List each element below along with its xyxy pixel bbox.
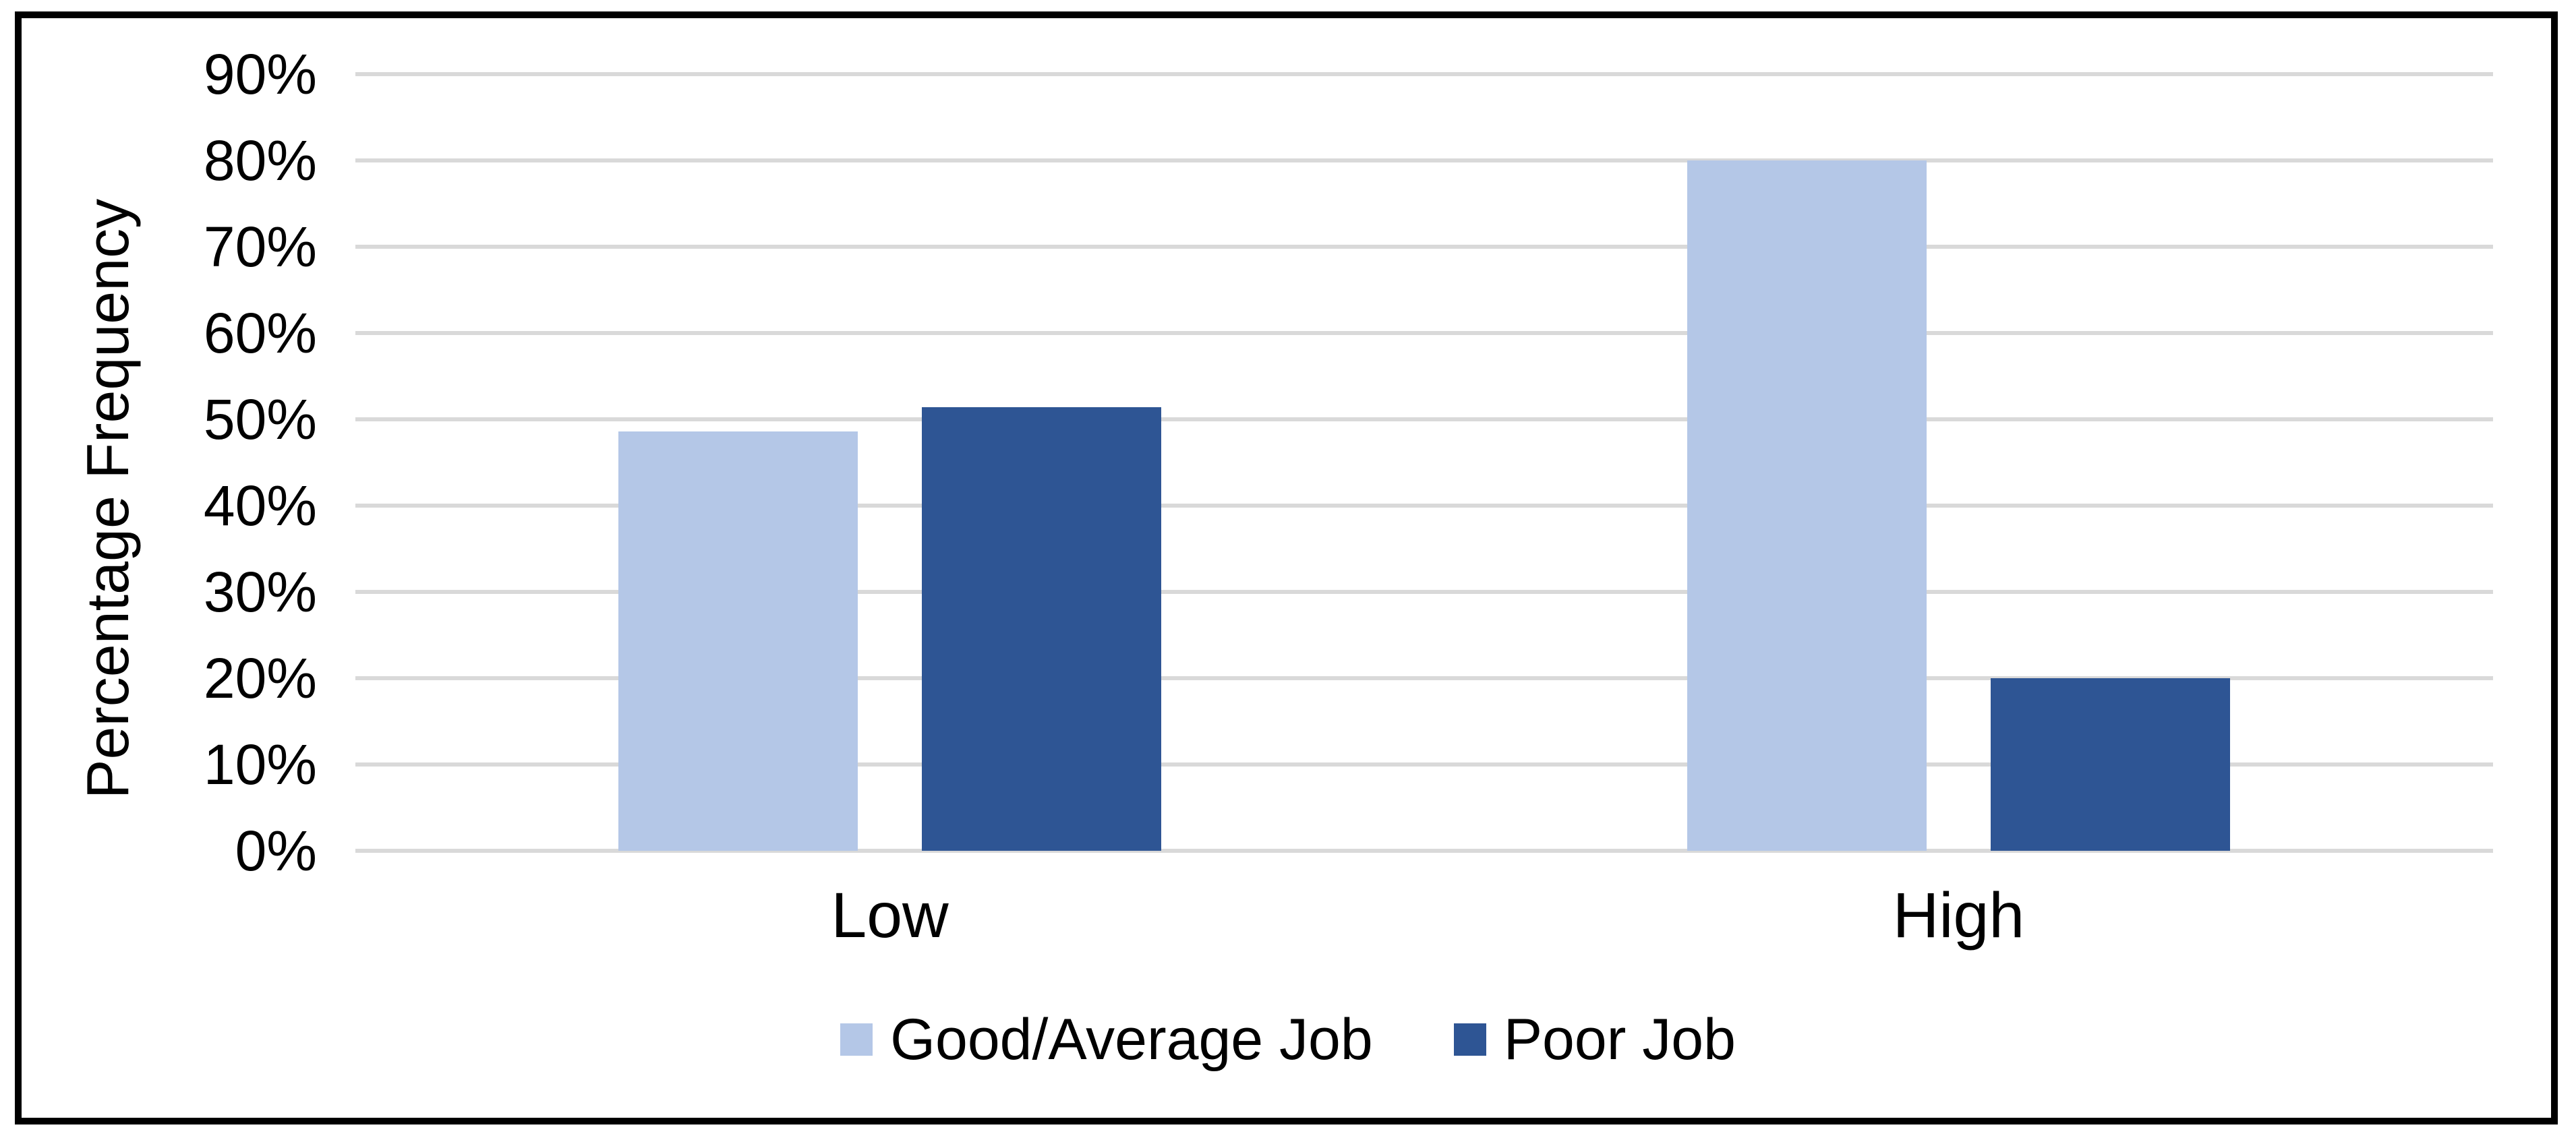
y-tick-label: 50% [203, 388, 317, 451]
plot-area [355, 72, 2493, 853]
y-tick-label: 0% [235, 819, 317, 882]
gridline [355, 849, 2493, 853]
legend-item: Good/Average Job [840, 1006, 1373, 1073]
bar-good-average-job-low [618, 431, 858, 851]
chart-border [15, 11, 2558, 1124]
legend-swatch-icon [1453, 1023, 1486, 1056]
y-tick-label: 20% [203, 647, 317, 710]
legend-swatch-icon [840, 1023, 873, 1056]
legend-label: Good/Average Job [890, 1007, 1373, 1072]
y-axis-tick-labels: 90% 80% 70% 60% 50% 40% 30% 20% 10% 0% [0, 0, 317, 1140]
gridline [355, 762, 2493, 767]
legend-item: Poor Job [1453, 1006, 1736, 1073]
x-category-label: High [1892, 880, 2025, 951]
gridline [355, 417, 2493, 421]
bar-poor-job-high [1991, 678, 2230, 851]
y-tick-label: 80% [203, 129, 317, 192]
gridline [355, 331, 2493, 335]
y-tick-label: 90% [203, 42, 317, 106]
gridline [355, 590, 2493, 594]
y-tick-label: 40% [203, 474, 317, 537]
y-tick-label: 10% [203, 733, 317, 796]
y-tick-label: 60% [203, 301, 317, 365]
legend: Good/Average Job Poor Job [0, 1006, 2576, 1073]
gridline [355, 245, 2493, 249]
x-axis-labels: Low High [355, 882, 2493, 949]
bar-poor-job-low [922, 407, 1161, 851]
gridline [355, 158, 2493, 162]
gridline [355, 72, 2493, 76]
x-category-label: Low [831, 880, 949, 951]
bar-good-average-job-high [1687, 160, 1927, 851]
gridline [355, 504, 2493, 508]
y-tick-label: 70% [203, 215, 317, 278]
gridline [355, 676, 2493, 680]
legend-label: Poor Job [1503, 1007, 1736, 1072]
y-tick-label: 30% [203, 560, 317, 624]
